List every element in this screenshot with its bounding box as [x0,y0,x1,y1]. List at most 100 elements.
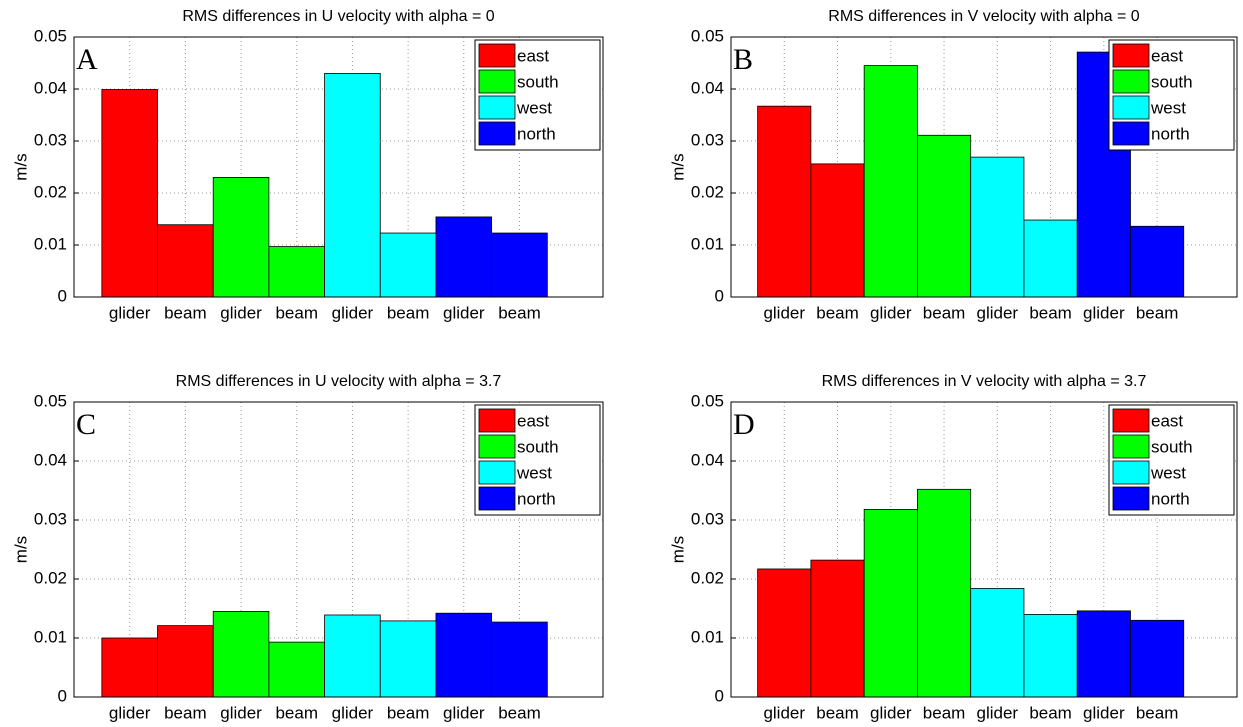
bar [268,246,325,298]
x-tick-label: glider [443,303,485,322]
y-tick-label: 0.04 [34,450,67,469]
axes-frame [730,36,1238,298]
bar [157,625,214,698]
x-tick-label: beam [275,303,318,322]
x-tick-label: beam [816,303,859,322]
x-tick-label: beam [923,703,966,722]
bar [917,488,972,698]
bar [379,232,437,298]
legend-swatch [1112,43,1150,68]
bar [1023,614,1078,698]
x-tick-label: beam [275,703,318,722]
x-tick-label: glider [109,703,151,722]
legend-label: east [517,411,549,430]
x-tick-label: beam [387,703,430,722]
y-tick-label: 0.03 [691,509,724,528]
bar [1130,225,1185,298]
legend-label: south [517,437,559,456]
legend-swatch [478,460,516,485]
bar [157,224,214,298]
x-tick-label: beam [816,703,859,722]
x-tick-label: glider [1083,703,1125,722]
y-tick-label: 0.01 [34,234,67,253]
legend-label: north [517,124,556,143]
x-tick-label: glider [1083,303,1125,322]
y-tick-label: 0.02 [691,182,724,201]
legend-swatch [478,69,516,94]
bar [810,559,865,698]
y-tick-label: 0.02 [691,568,724,587]
bar [757,105,812,298]
bar [268,641,325,698]
legend-label: south [1151,72,1193,91]
x-tick-label: glider [977,703,1019,722]
legend-swatch [478,486,516,511]
x-tick-label: beam [498,303,541,322]
x-tick-label: beam [1029,303,1072,322]
y-tick-label: 0.03 [691,130,724,149]
axes-frame [730,401,1238,698]
x-tick-label: beam [1029,703,1072,722]
bar [324,614,381,698]
legend-label: east [1151,411,1183,430]
legend-swatch [1112,486,1150,511]
x-tick-label: glider [763,303,805,322]
bar [435,612,493,698]
panel-letter: B [733,43,753,76]
chart-title: RMS differences in V velocity with alpha… [822,373,1147,390]
legend-label: west [1150,463,1186,482]
panel-letter: C [76,408,96,441]
y-axis-label: m/s [668,536,687,563]
chart-title: RMS differences in V velocity with alpha… [828,8,1140,25]
bar [1076,610,1131,698]
legend-swatch [478,121,516,146]
legend-swatch [478,43,516,68]
chart-title: RMS differences in U velocity with alpha… [182,8,494,25]
chart-title: RMS differences in U velocity with alpha… [176,373,502,390]
legend-label: east [1151,46,1183,65]
legend-label: west [516,98,552,117]
legend-label: north [1151,124,1190,143]
panel-letter: A [76,43,98,76]
bar [863,508,918,698]
y-tick-label: 0 [58,286,67,305]
bar [810,163,865,298]
y-tick-label: 0.02 [34,568,67,587]
bar [1130,619,1185,698]
y-tick-label: 0.05 [34,391,67,410]
x-tick-label: glider [977,303,1019,322]
axes-frame [73,401,604,698]
y-tick-label: 0.01 [34,627,67,646]
bar [1023,219,1078,298]
x-tick-label: beam [498,703,541,722]
bar [212,176,270,298]
y-axis-label: m/s [11,536,30,563]
y-tick-label: 0.05 [691,391,724,410]
legend-label: east [517,46,549,65]
legend-swatch [1112,69,1150,94]
bar [970,588,1025,698]
legend-swatch [1112,434,1150,459]
bar [917,134,972,298]
y-tick-label: 0.02 [34,182,67,201]
bar [101,637,158,698]
y-tick-label: 0 [715,286,724,305]
y-tick-label: 0 [58,686,67,705]
bar [970,156,1025,298]
x-tick-label: glider [443,703,485,722]
y-axis-label: m/s [11,153,30,180]
legend-label: north [517,489,556,508]
legend-label: west [1150,98,1186,117]
x-tick-label: glider [332,703,374,722]
x-tick-label: glider [332,303,374,322]
x-tick-label: beam [164,703,207,722]
x-tick-label: beam [164,303,207,322]
y-tick-label: 0.03 [34,509,67,528]
y-tick-label: 0 [715,686,724,705]
legend-swatch [478,408,516,433]
y-tick-label: 0.04 [691,450,724,469]
x-tick-label: beam [387,303,430,322]
legend-swatch [1112,460,1150,485]
bar [863,65,918,298]
